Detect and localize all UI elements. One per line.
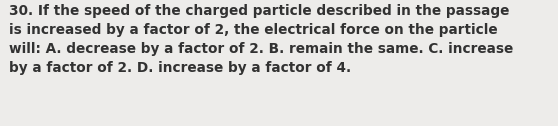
Text: 30. If the speed of the charged particle described in the passage
is increased b: 30. If the speed of the charged particle… [9,4,514,75]
